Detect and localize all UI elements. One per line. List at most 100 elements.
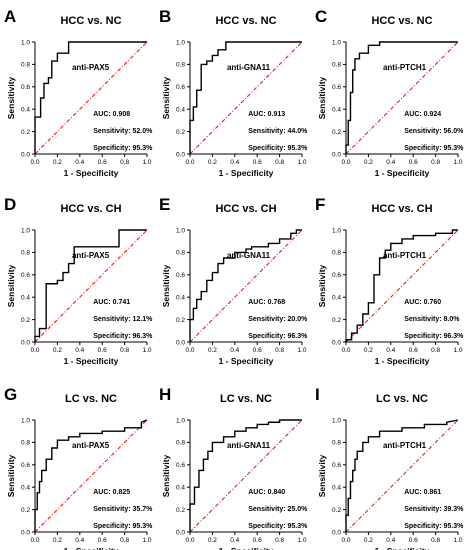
panel-title: HCC vs. NC bbox=[215, 15, 276, 27]
stat-label: AUC: 0.768 bbox=[248, 299, 285, 306]
roc-curve-line bbox=[345, 41, 458, 154]
y-tick-label: 0.4 bbox=[332, 485, 341, 492]
y-tick-label: 0.6 bbox=[332, 462, 341, 469]
x-tick-label: 0.8 bbox=[275, 537, 284, 544]
y-tick-label: 0.2 bbox=[176, 129, 185, 136]
y-tick-label: 0.2 bbox=[21, 507, 30, 514]
stat-label: Sensitivity: 56.0% bbox=[404, 128, 464, 135]
y-tick-label: 0.2 bbox=[176, 317, 185, 324]
x-tick-label: 0.0 bbox=[30, 159, 39, 166]
antigen-label: anti-PTCH1 bbox=[383, 63, 427, 72]
x-tick-label: 1.0 bbox=[297, 537, 306, 544]
x-tick-label: 0.4 bbox=[75, 537, 84, 544]
antigen-label: anti-PAX5 bbox=[72, 63, 110, 72]
antigen-label: anti-GNA11 bbox=[227, 441, 271, 450]
y-tick-label: 0.0 bbox=[332, 151, 341, 158]
panel-title: HCC vs. NC bbox=[60, 15, 121, 27]
x-tick-label: 0.2 bbox=[364, 537, 373, 544]
reference-diagonal-line bbox=[345, 419, 459, 533]
y-tick-label: 0.2 bbox=[21, 129, 30, 136]
x-tick-label: 0.8 bbox=[120, 537, 129, 544]
panel-title: HCC vs. NC bbox=[371, 15, 432, 27]
y-tick-label: 0.0 bbox=[21, 529, 30, 536]
panel-letter: G bbox=[4, 385, 17, 404]
y-axis-label: Sensitivity bbox=[6, 454, 16, 497]
stat-label: Specificity: 95.3% bbox=[248, 523, 308, 530]
panel-letter: I bbox=[315, 385, 320, 404]
y-tick-label: 1.0 bbox=[21, 39, 30, 46]
y-axis-label: Sensitivity bbox=[6, 264, 16, 307]
antigen-label: anti-PAX5 bbox=[72, 441, 110, 450]
x-tick-label: 0.6 bbox=[253, 347, 262, 354]
y-tick-label: 0.6 bbox=[332, 84, 341, 91]
panel-letter: A bbox=[4, 7, 16, 26]
x-tick-label: 0.6 bbox=[409, 159, 418, 166]
stat-label: AUC: 0.760 bbox=[404, 299, 441, 306]
y-tick-label: 0.6 bbox=[21, 272, 30, 279]
x-tick-label: 0.4 bbox=[75, 159, 84, 166]
y-tick-label: 0.4 bbox=[332, 295, 341, 302]
x-tick-label: 1.0 bbox=[142, 159, 151, 166]
stat-label: AUC: 0.840 bbox=[248, 489, 285, 496]
roc-curve-line bbox=[189, 419, 302, 532]
x-tick-label: 0.0 bbox=[341, 159, 350, 166]
stat-label: Sensitivity: 8.0% bbox=[404, 316, 460, 323]
y-tick-label: 1.0 bbox=[332, 227, 341, 234]
y-tick-label: 0.2 bbox=[21, 317, 30, 324]
y-tick-label: 1.0 bbox=[176, 227, 185, 234]
x-tick-label: 0.6 bbox=[409, 347, 418, 354]
y-tick-label: 0.6 bbox=[176, 462, 185, 469]
x-tick-label: 0.0 bbox=[341, 537, 350, 544]
antigen-label: anti-PTCH1 bbox=[383, 251, 427, 260]
roc-panel-h: H LC vs. NC 0.0 0.2 0.4 0.6 0.8 1.0 0.0 0.2 0.4 0.6… bbox=[159, 385, 308, 550]
x-tick-label: 0.8 bbox=[275, 347, 284, 354]
stat-label: AUC: 0.861 bbox=[404, 489, 441, 496]
x-axis-label: 1 - Specificity bbox=[219, 546, 274, 550]
x-axis-label: 1 - Specificity bbox=[375, 356, 430, 366]
x-tick-label: 0.0 bbox=[341, 347, 350, 354]
panel-letter: F bbox=[315, 195, 325, 214]
x-tick-label: 1.0 bbox=[297, 159, 306, 166]
x-tick-label: 0.2 bbox=[53, 347, 62, 354]
panel-title: HCC vs. CH bbox=[60, 203, 121, 215]
x-tick-label: 0.6 bbox=[98, 159, 107, 166]
y-tick-label: 0.4 bbox=[21, 485, 30, 492]
stat-label: Sensitivity: 25.0% bbox=[248, 506, 308, 513]
roc-panel-g: G LC vs. NC 0.0 0.2 0.4 0.6 0.8 1.0 0.0 0.2 0.4 0.6… bbox=[4, 385, 153, 550]
y-tick-label: 0.2 bbox=[332, 507, 341, 514]
y-axis-label: Sensitivity bbox=[6, 76, 16, 119]
roc-panel-c: C HCC vs. NC 0.0 0.2 0.4 0.6 0.8 1.0 0.0 0.2 0.4 0.… bbox=[315, 7, 464, 178]
y-axis-label: Sensitivity bbox=[161, 454, 171, 497]
y-tick-label: 0.8 bbox=[332, 62, 341, 69]
panel-title: LC vs. NC bbox=[65, 393, 117, 405]
y-tick-label: 0.2 bbox=[176, 507, 185, 514]
roc-panel-i: I LC vs. NC 0.0 0.2 0.4 0.6 0.8 1.0 0.0 0.2 0.4 0.6… bbox=[315, 385, 464, 550]
y-tick-label: 0.6 bbox=[21, 462, 30, 469]
reference-diagonal-line bbox=[345, 41, 459, 155]
stat-label: Specificity: 96.3% bbox=[248, 333, 308, 340]
x-tick-label: 0.0 bbox=[185, 347, 194, 354]
y-axis-label: Sensitivity bbox=[161, 264, 171, 307]
x-axis-label: 1 - Specificity bbox=[64, 356, 119, 366]
x-tick-label: 0.4 bbox=[230, 347, 239, 354]
x-tick-label: 0.0 bbox=[185, 537, 194, 544]
x-tick-label: 0.0 bbox=[185, 159, 194, 166]
roc-curve-line bbox=[189, 41, 302, 154]
x-tick-label: 0.6 bbox=[409, 537, 418, 544]
y-tick-label: 1.0 bbox=[176, 39, 185, 46]
panel-title: HCC vs. CH bbox=[371, 203, 432, 215]
x-tick-label: 0.4 bbox=[75, 347, 84, 354]
reference-diagonal-line bbox=[189, 419, 303, 533]
roc-curve-line bbox=[34, 41, 147, 154]
panel-title: LC vs. NC bbox=[376, 393, 428, 405]
x-tick-label: 0.4 bbox=[230, 159, 239, 166]
y-tick-label: 0.8 bbox=[21, 250, 30, 257]
x-axis-label: 1 - Specificity bbox=[64, 546, 119, 550]
stat-label: Specificity: 96.3% bbox=[404, 333, 464, 340]
y-tick-label: 1.0 bbox=[176, 417, 185, 424]
x-tick-label: 0.2 bbox=[208, 159, 217, 166]
y-tick-label: 0.0 bbox=[176, 529, 185, 536]
y-tick-label: 0.8 bbox=[176, 62, 185, 69]
stat-label: Specificity: 95.3% bbox=[93, 523, 153, 530]
y-tick-label: 0.4 bbox=[332, 107, 341, 114]
